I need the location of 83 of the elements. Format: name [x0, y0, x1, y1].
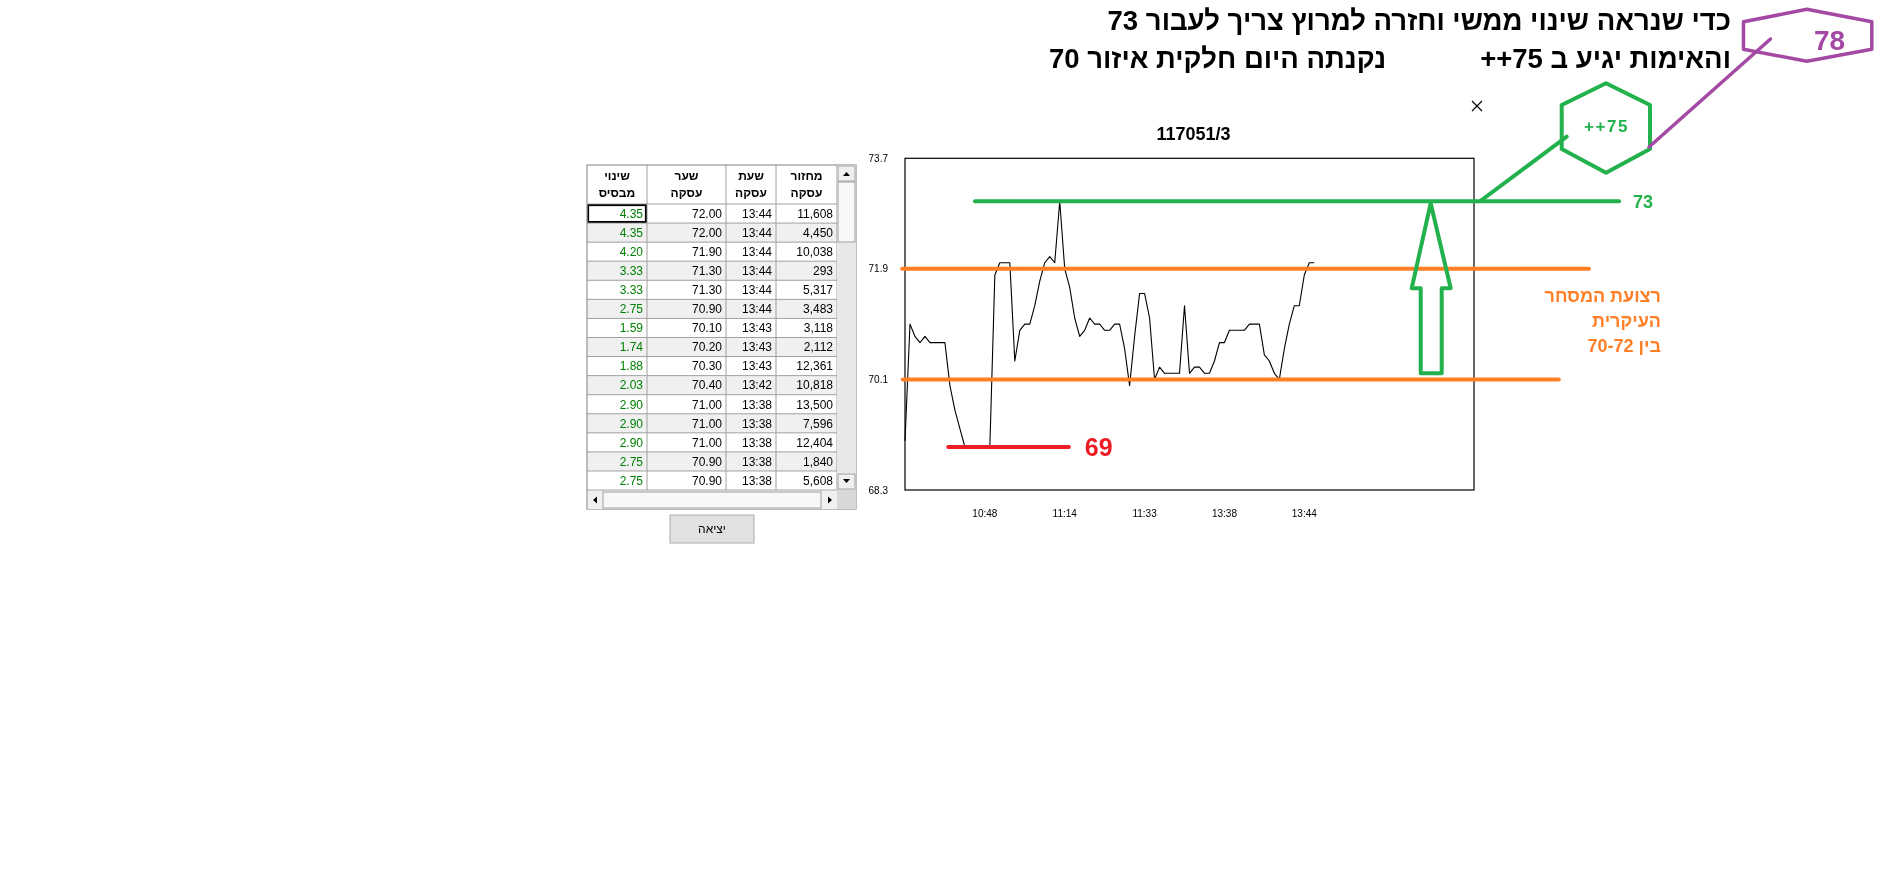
text: 5,608	[802, 473, 834, 488]
text: 72.00	[691, 225, 723, 240]
text: 13:44	[741, 264, 773, 279]
y-tick-label: 70.1	[868, 373, 889, 385]
text: 3.33	[619, 264, 644, 279]
x-tick-label: 10:48	[972, 507, 998, 519]
category-label: מחזור עסקה	[790, 169, 823, 200]
text: 70.10	[691, 321, 723, 336]
text: 13:38	[741, 416, 773, 431]
y-tick-label: 68.3	[868, 484, 889, 496]
ref-line-label: 69	[1084, 432, 1113, 461]
text: 71.90	[691, 244, 723, 259]
text: 2.90	[619, 435, 644, 450]
x-tick-label: 13:38	[1211, 507, 1238, 519]
text: 13:43	[741, 321, 773, 336]
text: 13:43	[741, 340, 773, 355]
text: יציאה	[698, 522, 726, 537]
x-tick-label: 11:33	[1132, 507, 1158, 519]
y-tick-label: 73.7	[868, 152, 889, 164]
text: 2.03	[619, 378, 644, 393]
x-tick-label: 13:44	[1291, 507, 1318, 519]
text: 13:44	[741, 206, 773, 221]
text: 3.33	[619, 283, 644, 298]
text: 13:44	[741, 283, 773, 298]
text: 71.00	[691, 416, 723, 431]
x-tick-label: 11:14	[1052, 507, 1078, 519]
text: 1.88	[619, 359, 644, 374]
text: 4.35	[619, 225, 644, 240]
text: 7,596	[802, 416, 834, 431]
text: 12,361	[796, 359, 834, 374]
text: 13:38	[741, 435, 773, 450]
text: 3,483	[802, 302, 834, 317]
text: 13:44	[741, 225, 773, 240]
text: 13:44	[741, 244, 773, 259]
text: 2.90	[619, 416, 644, 431]
text: 1,840	[802, 454, 834, 469]
text: 13:42	[741, 378, 773, 393]
ref-line-label: 73	[1633, 191, 1654, 212]
text: והאימות יגיע ב 75++	[1480, 43, 1731, 74]
text: 70.90	[691, 454, 723, 469]
text: 13:44	[741, 302, 773, 317]
category-label: שער עסקה	[670, 169, 703, 200]
text: 2.90	[619, 397, 644, 412]
text: 2,112	[803, 340, 834, 355]
text: 71.00	[691, 397, 723, 412]
text: 13:38	[741, 454, 773, 469]
text: 70.20	[691, 340, 723, 355]
text: 78	[1813, 24, 1846, 56]
text: 71.00	[691, 435, 723, 450]
text: 11,608	[797, 206, 834, 221]
text: 293	[812, 264, 834, 279]
text: 71.30	[691, 264, 723, 279]
text: 4.35	[619, 206, 644, 221]
text: 70.90	[691, 302, 723, 317]
text: 13:38	[741, 397, 773, 412]
text: 2.75	[619, 473, 644, 488]
category-label: שעת עסקה	[735, 169, 767, 200]
text: 1.59	[619, 321, 644, 336]
text: 72.00	[691, 206, 723, 221]
ref-line-label: רצועת המסחר העיקרית בין 70-72	[1544, 285, 1661, 356]
text: 2.75	[619, 302, 644, 317]
text: 10,038	[796, 244, 834, 259]
text: 12,404	[796, 435, 834, 450]
text: 2.75	[619, 454, 644, 469]
text: ++75	[1584, 116, 1629, 136]
chart-title: 117051/3	[1156, 124, 1231, 144]
text: 4,450	[802, 225, 834, 240]
text: נקנתה היום חלקית איזור 70	[1048, 43, 1386, 74]
text: 13,500	[796, 397, 834, 412]
text: 1.74	[619, 340, 644, 355]
text: 5,317	[802, 283, 834, 298]
text: 70.40	[691, 378, 723, 393]
text: כדי שנראה שינוי ממשי וחזרה למרוץ צריך לעבור 73	[1107, 5, 1731, 36]
text: 13:38	[741, 473, 773, 488]
category-label: שינוי מבסיס	[598, 169, 636, 200]
text: 70.30	[691, 359, 723, 374]
text: 70.90	[691, 473, 723, 488]
y-tick-label: 71.9	[868, 263, 889, 275]
text: 10,818	[796, 378, 834, 393]
text: 4.20	[619, 244, 644, 259]
text: 13:43	[741, 359, 773, 374]
text: 71.30	[691, 283, 723, 298]
text: 3,118	[803, 321, 834, 336]
